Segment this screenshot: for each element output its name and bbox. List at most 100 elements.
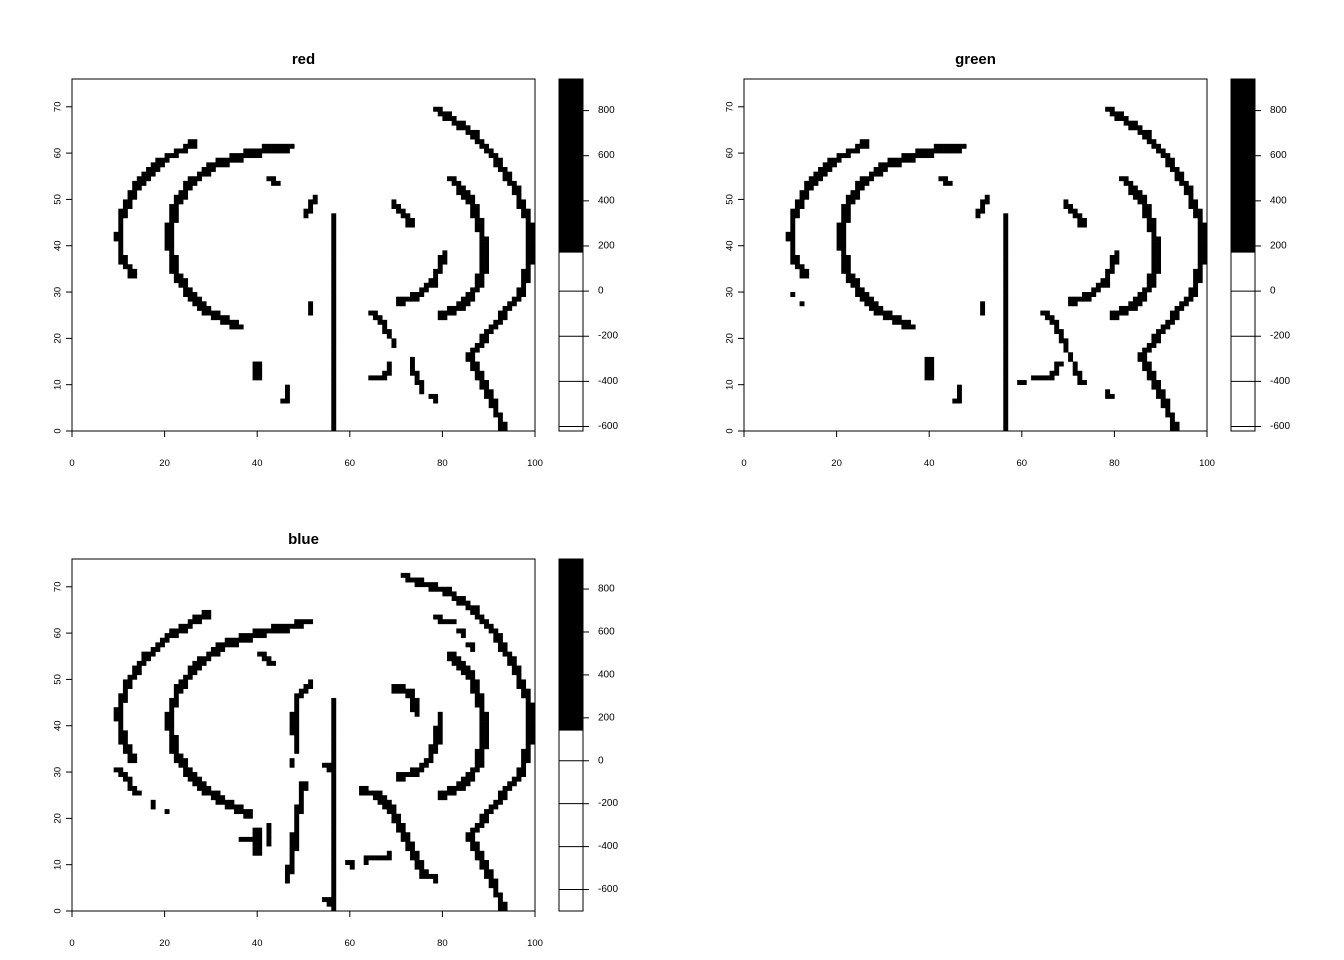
raster-cell [433,614,439,620]
raster-cell [1142,356,1148,362]
raster-cell [331,380,337,385]
y-tick-label: 30 [725,287,736,298]
raster-cell [497,167,503,172]
raster-cell [132,665,138,671]
raster-cell [479,250,485,256]
raster-cell [173,208,179,214]
raster-cell [396,776,402,782]
raster-cell [474,222,480,228]
raster-cell [437,711,443,717]
raster-cell [1156,380,1161,385]
raster-cell [192,614,198,620]
raster-cell [1197,259,1203,265]
raster-cell [1109,106,1115,112]
raster-cell [136,790,142,796]
raster-cell [479,707,485,713]
raster-cell [915,148,921,154]
raster-cell [419,577,425,583]
raster-cell [474,609,480,615]
raster-cell [1202,255,1208,260]
raster-cell [502,421,508,427]
raster-cell [423,582,429,588]
raster-cell [818,167,824,172]
raster-cell [794,213,800,219]
raster-cell [405,217,411,223]
raster-cell [924,153,930,159]
raster-cell [215,790,221,796]
raster-cell [414,850,420,856]
raster-cell [331,407,337,413]
raster-cell [294,725,300,731]
raster-cell [257,651,263,657]
raster-cell [136,665,142,671]
raster-cell [1003,292,1009,297]
raster-cell [845,217,851,223]
raster-cell [192,139,198,145]
raster-cell [405,841,411,847]
raster-cell [173,633,179,639]
raster-cell [493,633,499,639]
raster-cell [127,194,133,200]
raster-cell [141,660,147,666]
raster-cell [1054,370,1060,376]
raster-cell [474,827,480,833]
y-tick-label: 70 [53,582,64,593]
raster-cell [910,324,916,330]
raster-cell [405,688,411,694]
raster-cell [331,716,337,722]
raster-cell [187,772,193,777]
raster-cell [493,878,499,884]
raster-cell [465,642,471,648]
raster-cell [298,785,304,791]
raster-cell [1077,380,1083,385]
raster-cell [331,217,337,223]
raster-cell [1197,255,1203,260]
raster-cell [331,250,337,256]
raster-cell [433,748,439,754]
raster-cell [530,255,536,260]
raster-cell [1063,343,1069,348]
raster-cell [1146,213,1152,219]
raster-cell [530,250,536,256]
raster-cell [257,850,263,856]
raster-cell [1003,296,1009,302]
raster-cell [1132,305,1138,311]
raster-cell [294,827,300,833]
raster-cell [1137,129,1143,135]
raster-cell [419,389,425,395]
raster-cell [855,292,861,297]
raster-cell [331,338,337,344]
raster-cell [377,375,383,381]
raster-cell [878,310,884,316]
raster-cell [484,264,489,270]
raster-cell [173,753,179,759]
raster-cell [525,241,531,247]
raster-cell [484,744,489,750]
raster-cell [1160,148,1166,154]
raster-cell [409,356,415,362]
raster-cell [460,628,466,634]
raster-cell [850,194,856,200]
raster-cell [1151,384,1157,390]
raster-cell [122,693,128,699]
raster-cell [215,799,221,805]
colorbar-tick-label: 400 [598,195,615,206]
raster-cell [234,809,239,815]
raster-cell [1128,125,1134,131]
raster-cell [224,315,230,321]
raster-cell [1197,231,1203,237]
raster-cell [447,785,452,791]
raster-cell [127,268,133,274]
raster-cell [530,222,536,228]
raster-cell [1151,268,1157,274]
raster-cell [929,370,935,376]
raster-cell [1156,143,1161,149]
raster-cell [1063,204,1069,209]
raster-cell [456,305,462,311]
raster-cell [1132,190,1138,196]
raster-cell [294,836,300,842]
raster-cell [391,338,397,344]
raster-cell [516,204,522,209]
raster-cell [280,628,286,634]
raster-cell [400,823,406,828]
